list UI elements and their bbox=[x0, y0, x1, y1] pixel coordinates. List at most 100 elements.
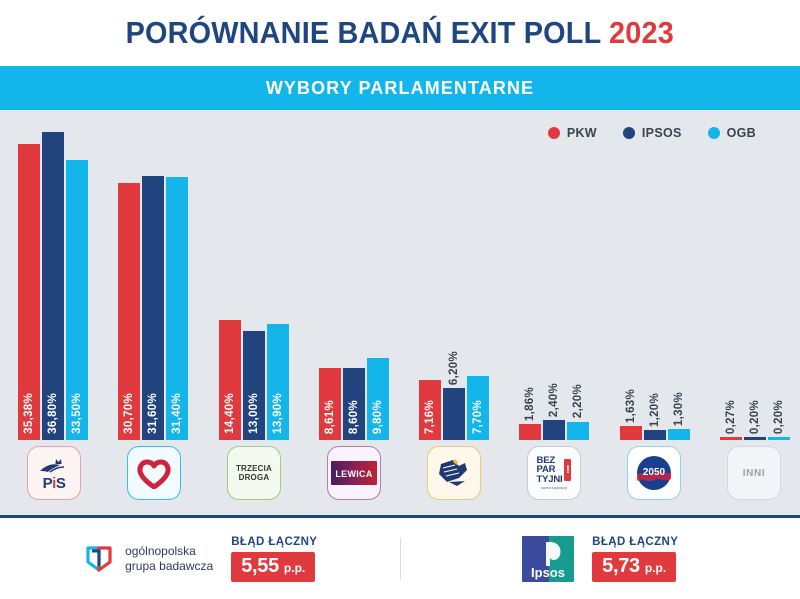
bar-value-label: 36,80% bbox=[47, 393, 59, 434]
bar-ipsos[interactable]: 1,20% bbox=[643, 393, 666, 440]
footer-separator bbox=[399, 537, 401, 580]
ogb-brand-line2: grupa badawcza bbox=[125, 558, 214, 573]
bar-ogb[interactable]: 0,20% bbox=[767, 400, 790, 440]
bar-pkw[interactable]: 35,38% bbox=[18, 143, 40, 440]
bar-wrapper: 31,60% bbox=[142, 175, 165, 440]
bar-value-label: 13,00% bbox=[247, 393, 260, 434]
bar-value-label: 0,20% bbox=[772, 399, 785, 434]
bar-ipsos[interactable]: 31,60% bbox=[142, 175, 165, 440]
party-logo-ko[interactable] bbox=[127, 446, 181, 500]
ogb-error-value: 5,55 bbox=[241, 554, 279, 577]
bar-ipsos[interactable]: 2,40% bbox=[543, 383, 566, 440]
bar-wrapper: 31,40% bbox=[166, 177, 189, 440]
ogb-error-unit: p.p. bbox=[283, 560, 306, 575]
bar-ipsos[interactable]: 0,20% bbox=[743, 400, 766, 440]
bar-group: 1,86% 2,40% 2,20% bbox=[519, 383, 590, 440]
bar-wrapper: 0,27% bbox=[719, 400, 742, 440]
logo-slot-pis: PiS bbox=[18, 446, 90, 500]
bar-wrapper: 1,86% bbox=[519, 387, 542, 440]
bar-ipsos[interactable]: 8,60% bbox=[342, 368, 365, 440]
bar-value-label: 33,50% bbox=[71, 393, 83, 434]
bar-group: 14,40% 13,00% 13,90% bbox=[218, 319, 289, 440]
bar-wrapper: 7,16% bbox=[419, 380, 442, 440]
bar-value-label: 7,16% bbox=[424, 399, 437, 434]
legend-label-pkw: PKW bbox=[566, 126, 597, 140]
title-year-text: 2023 bbox=[609, 15, 675, 50]
pis-wordmark: PiS bbox=[42, 474, 66, 492]
bar-group: 30,70% 31,60% 31,40% bbox=[118, 175, 189, 440]
bar-ipsos[interactable]: 36,80% bbox=[42, 132, 64, 440]
party-logo-lewica[interactable]: LEWICA bbox=[327, 446, 381, 500]
bar-pkw[interactable]: 0,27% bbox=[719, 400, 742, 440]
subtitle-banner: WYBORY PARLAMENTARNE bbox=[0, 66, 800, 110]
bar-ogb[interactable]: 9,80% bbox=[366, 358, 389, 440]
bar-group: 7,16% 6,20% 7,70% bbox=[419, 351, 490, 440]
party-logo-bez[interactable]: BEZ PAR TYJNI! samorządowcy bbox=[527, 446, 581, 500]
bar-value-label: 8,61% bbox=[323, 399, 336, 434]
logo-slot-lewica: LEWICA bbox=[318, 446, 390, 500]
bar-ipsos[interactable]: 13,00% bbox=[242, 331, 265, 440]
chart-legend: PKW IPSOS OGB bbox=[547, 126, 756, 140]
party-logo-p2050[interactable]: 2050 bbox=[627, 446, 681, 500]
footer-ipsos: Ipsos BŁĄD ŁĄCZNY 5,73 p.p. bbox=[401, 535, 800, 582]
bar-wrapper: 30,70% bbox=[118, 183, 141, 440]
bar-wrapper: 13,00% bbox=[242, 331, 265, 440]
bar-ogb[interactable]: 13,90% bbox=[266, 323, 289, 440]
logo-slot-inni: INNI bbox=[718, 446, 790, 500]
bar-pkw[interactable]: 1,63% bbox=[619, 389, 642, 440]
bar-value-label: 8,60% bbox=[347, 399, 360, 434]
legend-label-ogb: OGB bbox=[726, 126, 756, 140]
party-logo-inni[interactable]: INNI bbox=[727, 446, 781, 500]
ogb-brand-text: ogólnopolska grupa badawcza bbox=[125, 544, 213, 574]
bar-wrapper: 0,20% bbox=[743, 400, 766, 440]
bar-pkw[interactable]: 14,40% bbox=[218, 319, 241, 440]
bar-value-label: 0,27% bbox=[724, 399, 737, 434]
title-main-text: PORÓWNANIE BADAŃ EXIT POLL bbox=[125, 15, 610, 50]
bar-value-label: 7,70% bbox=[472, 399, 485, 434]
ipsos-error-value: 5,73 bbox=[602, 554, 640, 577]
bar-value-label: 30,70% bbox=[123, 393, 136, 434]
legend-item-ipsos: IPSOS bbox=[622, 126, 682, 140]
bar-ogb[interactable]: 1,30% bbox=[667, 392, 690, 440]
bar-wrapper: 35,38% bbox=[18, 143, 40, 440]
bar-value-label: 0,20% bbox=[748, 399, 761, 434]
bar-wrapper: 14,40% bbox=[218, 319, 241, 440]
bar-ipsos[interactable]: 6,20% bbox=[443, 351, 466, 440]
bar-wrapper: 1,30% bbox=[667, 392, 690, 440]
bar-wrapper: 33,50% bbox=[66, 159, 88, 440]
party-logo-td[interactable]: TRZECIA DROGA bbox=[227, 446, 281, 500]
bar-wrapper: 0,20% bbox=[767, 400, 790, 440]
bar-plot: 35,38% 36,80% 33,50% 30,70% 31,60% 31,40% 14,4… bbox=[0, 110, 800, 440]
ipsos-error-unit: p.p. bbox=[644, 560, 667, 575]
bar-pkw[interactable]: 7,16% bbox=[419, 380, 442, 440]
bar-wrapper: 13,90% bbox=[266, 323, 289, 440]
bar-pkw[interactable]: 30,70% bbox=[118, 183, 141, 440]
bar-ogb[interactable]: 33,50% bbox=[66, 159, 88, 440]
bar-value-label: 1,20% bbox=[648, 392, 661, 427]
bar-wrapper: 7,70% bbox=[467, 375, 490, 440]
bar-value-label: 35,38% bbox=[23, 393, 35, 434]
bar-wrapper: 8,60% bbox=[342, 368, 365, 440]
title-bar: PORÓWNANIE BADAŃ EXIT POLL 2023 bbox=[0, 0, 800, 66]
polska2050-logo-icon: 2050 bbox=[637, 456, 671, 490]
party-logo-pis[interactable]: PiS bbox=[27, 446, 81, 500]
chart-panel: PKW IPSOS OGB 35,38% 36,80% 33,50% 30,70% 31… bbox=[0, 110, 800, 515]
bar-wrapper: 1,63% bbox=[619, 389, 642, 440]
bar-value-label: 1,86% bbox=[524, 387, 537, 422]
bar-wrapper: 36,80% bbox=[42, 132, 64, 440]
page-title: PORÓWNANIE BADAŃ EXIT POLL 2023 bbox=[126, 15, 674, 51]
bar-ogb[interactable]: 7,70% bbox=[467, 375, 490, 440]
party-logo-konf[interactable] bbox=[427, 446, 481, 500]
bar-value-label: 1,63% bbox=[624, 389, 637, 424]
bar-pkw[interactable]: 1,86% bbox=[519, 387, 542, 440]
bezpartyjni-wordmark: BEZ PAR TYJNI! samorządowcy bbox=[536, 454, 572, 490]
bar-pkw[interactable]: 8,61% bbox=[318, 367, 341, 440]
bar-value-label: 14,40% bbox=[223, 393, 236, 434]
bar-group: 0,27% 0,20% 0,20% bbox=[719, 400, 790, 440]
ogb-logo-icon bbox=[86, 545, 112, 572]
footer-divider bbox=[0, 515, 800, 518]
svg-text:2050: 2050 bbox=[643, 467, 666, 478]
bar-ogb[interactable]: 2,20% bbox=[567, 384, 590, 440]
bar-ogb[interactable]: 31,40% bbox=[166, 177, 189, 440]
legend-item-pkw: PKW bbox=[547, 126, 597, 140]
